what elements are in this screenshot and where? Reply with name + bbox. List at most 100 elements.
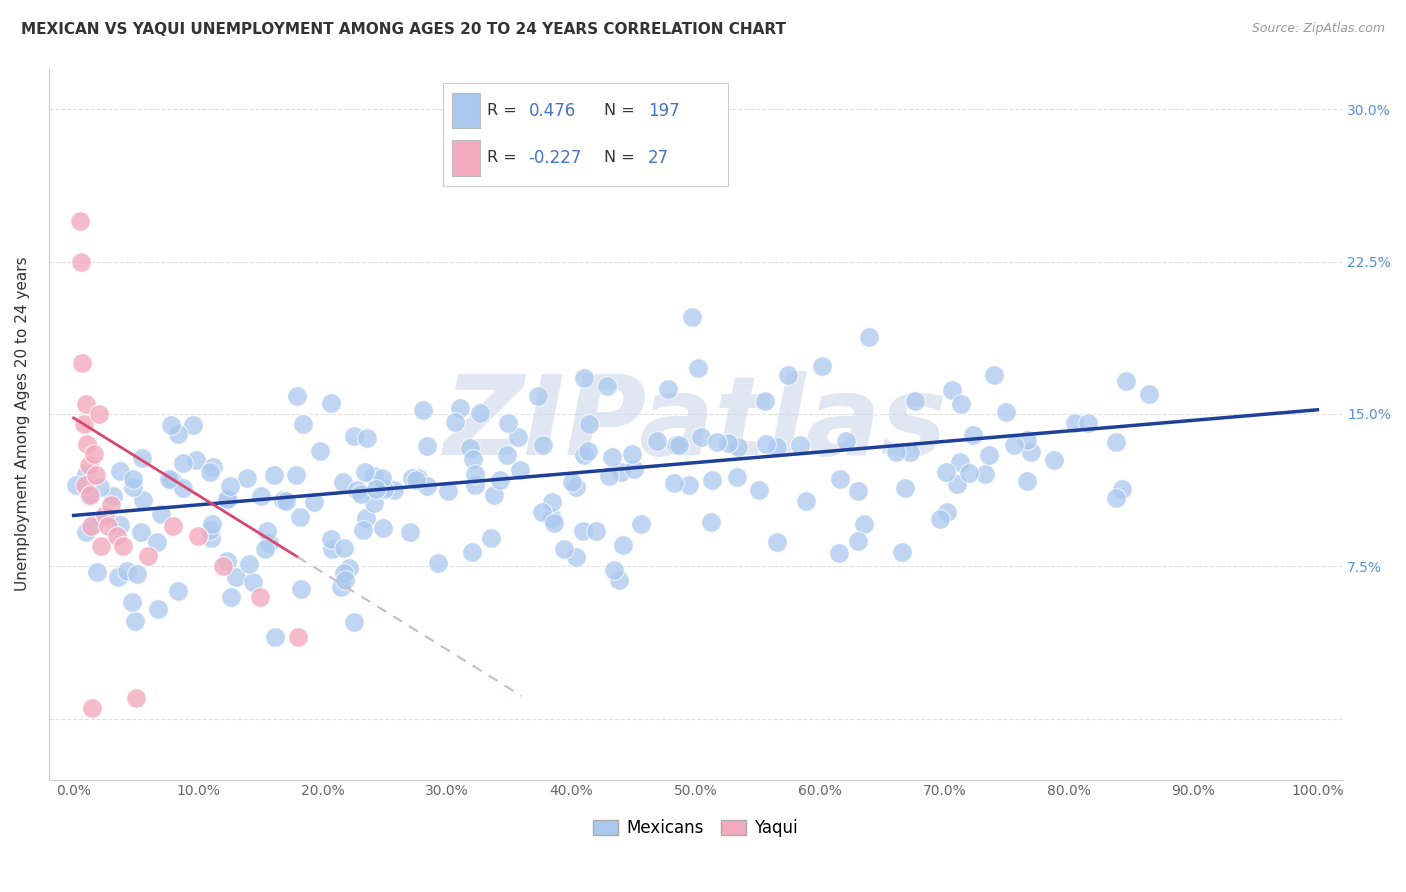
Point bbox=[124, 614, 146, 628]
Point bbox=[858, 330, 880, 344]
Point bbox=[427, 557, 450, 571]
Point bbox=[464, 477, 486, 491]
Point bbox=[172, 457, 194, 471]
Point bbox=[416, 439, 439, 453]
Point bbox=[541, 495, 564, 509]
Point bbox=[172, 481, 194, 495]
Point bbox=[121, 595, 143, 609]
Point bbox=[319, 533, 342, 547]
Point bbox=[1137, 387, 1160, 401]
Point bbox=[77, 489, 100, 503]
Point bbox=[198, 465, 221, 479]
Point bbox=[112, 539, 135, 553]
Point bbox=[72, 356, 94, 370]
Point bbox=[332, 475, 354, 490]
Legend: Mexicans, Yaqui: Mexicans, Yaqui bbox=[586, 812, 804, 844]
Point bbox=[160, 418, 183, 433]
Text: Source: ZipAtlas.com: Source: ZipAtlas.com bbox=[1251, 22, 1385, 36]
Point bbox=[950, 397, 973, 411]
Point bbox=[219, 479, 242, 493]
Point bbox=[371, 521, 394, 535]
Point bbox=[83, 516, 105, 531]
Point bbox=[610, 465, 633, 479]
Point bbox=[1063, 416, 1085, 430]
Point bbox=[541, 511, 564, 525]
Point bbox=[242, 575, 264, 590]
Point bbox=[811, 359, 834, 374]
Point bbox=[776, 368, 799, 382]
Point bbox=[630, 517, 652, 532]
Point bbox=[105, 529, 128, 543]
Point bbox=[80, 518, 103, 533]
Point bbox=[83, 448, 105, 462]
Point bbox=[846, 483, 869, 498]
Point bbox=[678, 478, 700, 492]
Point bbox=[835, 434, 858, 449]
Point bbox=[1015, 475, 1038, 489]
Point bbox=[76, 437, 98, 451]
Point bbox=[1115, 374, 1137, 388]
Point bbox=[100, 498, 122, 512]
Point bbox=[657, 382, 679, 396]
Point bbox=[929, 511, 952, 525]
Point bbox=[668, 438, 690, 452]
Point bbox=[69, 214, 91, 228]
Point bbox=[167, 427, 190, 442]
Point bbox=[1019, 444, 1042, 458]
Point bbox=[623, 462, 645, 476]
Point bbox=[681, 310, 703, 324]
Point bbox=[249, 590, 271, 604]
Point bbox=[853, 516, 876, 531]
Point bbox=[121, 472, 143, 486]
Point bbox=[689, 430, 711, 444]
Point bbox=[285, 389, 308, 403]
Point bbox=[77, 458, 100, 472]
Point bbox=[725, 469, 748, 483]
Point bbox=[664, 475, 686, 490]
Point bbox=[607, 574, 630, 588]
Point bbox=[87, 407, 110, 421]
Point bbox=[973, 467, 995, 481]
Point bbox=[405, 474, 427, 488]
Point bbox=[288, 509, 311, 524]
Point bbox=[766, 440, 789, 454]
Point bbox=[160, 473, 183, 487]
Point bbox=[97, 518, 120, 533]
Point bbox=[284, 468, 307, 483]
Point bbox=[461, 544, 484, 558]
Point bbox=[129, 524, 152, 539]
Point bbox=[727, 440, 749, 454]
Point bbox=[125, 567, 148, 582]
Point bbox=[308, 444, 330, 458]
Point bbox=[75, 467, 97, 481]
Point bbox=[941, 384, 963, 398]
Point bbox=[291, 417, 314, 432]
Point bbox=[235, 471, 257, 485]
Point bbox=[827, 546, 849, 560]
Point bbox=[412, 402, 434, 417]
Point bbox=[75, 525, 97, 540]
Point bbox=[979, 448, 1001, 462]
Point bbox=[531, 438, 554, 452]
Point bbox=[468, 407, 491, 421]
Point bbox=[250, 489, 273, 503]
Point bbox=[238, 557, 260, 571]
Point bbox=[994, 405, 1017, 419]
Point bbox=[1105, 491, 1128, 506]
Point bbox=[1015, 433, 1038, 447]
Point bbox=[596, 379, 619, 393]
Point bbox=[406, 470, 429, 484]
Y-axis label: Unemployment Among Ages 20 to 24 years: Unemployment Among Ages 20 to 24 years bbox=[15, 257, 30, 591]
Point bbox=[263, 467, 285, 482]
Point bbox=[110, 465, 132, 479]
Point bbox=[75, 397, 97, 411]
Point bbox=[253, 542, 276, 557]
Point bbox=[665, 438, 688, 452]
Point bbox=[215, 491, 238, 506]
Point bbox=[543, 516, 565, 530]
Point bbox=[748, 483, 770, 497]
Point bbox=[86, 565, 108, 579]
Point bbox=[564, 549, 586, 564]
Point bbox=[1077, 417, 1099, 431]
Point bbox=[598, 469, 620, 483]
